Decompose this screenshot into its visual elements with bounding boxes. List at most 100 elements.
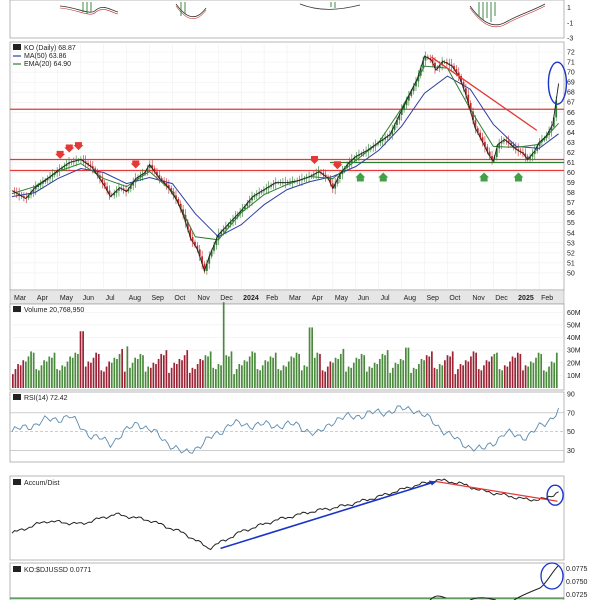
price-candle [49, 176, 51, 179]
price-candle [507, 140, 510, 143]
volume-bar [503, 365, 506, 388]
volume-bar [347, 366, 350, 388]
price-candle [46, 178, 49, 181]
price-candle [251, 197, 253, 201]
volume-bar [397, 364, 399, 388]
volume-bar [532, 362, 535, 388]
price-candle [384, 137, 386, 140]
volume-bar [313, 357, 316, 388]
volume-bar [17, 364, 19, 388]
close-line [11, 55, 560, 273]
price-candle [89, 164, 92, 167]
volume-bar [490, 356, 493, 388]
price-downtrend-line [431, 56, 538, 131]
volume-bar [97, 353, 100, 388]
price-candle [514, 147, 517, 150]
volume-bar [188, 372, 191, 388]
price-candle [410, 91, 413, 96]
volume-bar [204, 355, 207, 388]
volume-bar [43, 360, 45, 388]
volume-bar [131, 362, 134, 388]
price-candle [412, 86, 415, 92]
x-tick-jun: Jun [83, 295, 94, 302]
volume-bar [165, 350, 168, 388]
volume-bar [277, 369, 280, 388]
volume-bar [423, 360, 425, 388]
price-candle [99, 175, 101, 180]
price-y-tick: 51 [567, 260, 575, 267]
volume-bar [25, 361, 27, 388]
red-down-arrow [73, 142, 84, 151]
price-candle [460, 75, 463, 83]
volume-bar [139, 353, 142, 388]
volume-bar [280, 370, 282, 388]
price-y-tick: 57 [567, 200, 575, 207]
price-candle [243, 206, 246, 210]
price-candle [113, 193, 116, 196]
price-candle [522, 151, 524, 154]
volume-bar [123, 371, 126, 388]
price-legend-ma50: MA(50) 63.86 [24, 53, 67, 60]
price-candle [469, 103, 472, 112]
volume-bar [183, 355, 186, 388]
price-candle [500, 141, 503, 144]
price-candle [127, 188, 130, 192]
price-candle [512, 144, 515, 148]
price-candle [379, 141, 382, 143]
volume-bar [220, 365, 222, 388]
price-candle [179, 203, 182, 210]
volume-bar [306, 366, 308, 388]
x-axis-strip: Mar Apr May Jun Jul Aug Sep Oct Nov Dec 2024 Feb Mar… [9, 289, 565, 305]
volume-bar [537, 352, 540, 388]
volume-bar [527, 366, 530, 388]
x-tick-mar: Mar [14, 295, 27, 302]
volume-bar [155, 364, 157, 388]
volume-bar [402, 360, 405, 388]
price-candle [203, 263, 206, 271]
price-candle [550, 126, 553, 131]
price-candle [350, 159, 353, 162]
price-y-tick: 50 [567, 270, 575, 277]
price-candle [396, 119, 398, 125]
price-y-tick: 54 [567, 230, 575, 237]
accum-dist-uptrend-arrowhead [428, 480, 436, 486]
price-y-tick: 65 [567, 120, 575, 127]
volume-bar [215, 369, 217, 388]
volume-bar [394, 362, 397, 388]
x-tick-dec: Dec [220, 295, 233, 302]
price-y-tick: 66 [567, 110, 575, 117]
green-up-arrow [355, 172, 366, 182]
price-candle [486, 146, 489, 152]
price-candle [165, 182, 168, 186]
volume-y-tick: 60M [567, 310, 581, 317]
price-candle [365, 151, 367, 153]
volume-bar [274, 352, 277, 388]
volume-bar [110, 362, 113, 388]
volume-bar [373, 362, 376, 388]
volume-bar [40, 365, 43, 388]
price-candle [37, 185, 40, 187]
price-candle [274, 182, 277, 184]
volume-bar [324, 371, 327, 388]
volume-bar [212, 367, 215, 388]
volume-bar [191, 367, 194, 388]
volume-bar [550, 361, 553, 388]
price-candle [510, 142, 512, 145]
volume-bar [108, 361, 110, 388]
price-candle [151, 164, 154, 169]
volume-bar [334, 357, 337, 388]
volume-bar [407, 347, 410, 388]
volume-bar [233, 374, 235, 388]
ratio-panel: 0.0775 0.0750 0.0725 KO:$DJUSSD 0.0771 [9, 562, 588, 600]
price-candle [260, 191, 263, 193]
volume-bar [38, 370, 40, 388]
price-candle [407, 95, 410, 101]
price-candle [208, 256, 211, 264]
price-candle [491, 155, 493, 160]
price-candle [476, 128, 479, 133]
price-y-tick: 52 [567, 250, 575, 257]
volume-bar [95, 352, 97, 388]
volume-bar [444, 360, 446, 388]
price-candle [448, 63, 451, 65]
price-candle [65, 164, 68, 166]
